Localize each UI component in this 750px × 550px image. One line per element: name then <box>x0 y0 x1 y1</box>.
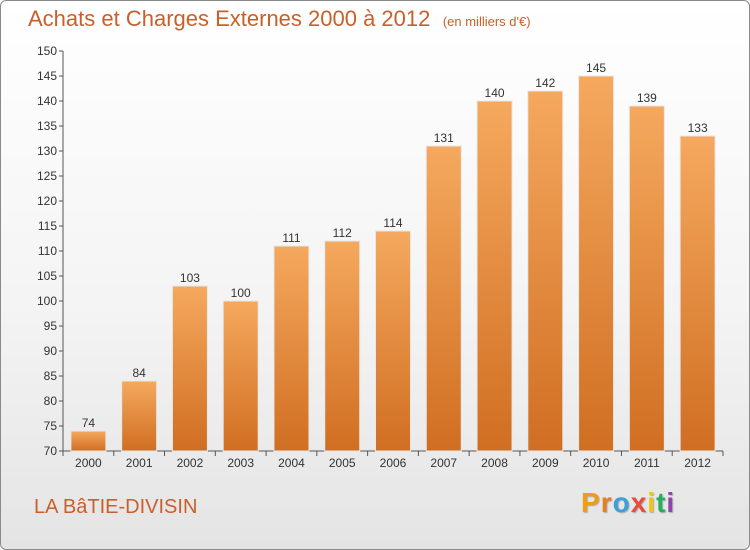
bar <box>121 380 158 452</box>
data-labels: 74 84 103 100 111 112 114 131 140 142 145 139 133 <box>82 61 708 430</box>
x-tick-label: 2002 <box>177 456 204 470</box>
brand-letter: r <box>600 487 613 518</box>
brand-letter: t <box>656 487 667 518</box>
x-tick-label: 2006 <box>380 456 407 470</box>
chart-title: Achats et Charges Externes 2000 à 2012 <box>28 6 431 31</box>
bar <box>171 285 208 452</box>
y-tick-label: 125 <box>37 169 57 183</box>
bar <box>679 135 716 452</box>
y-tick-label: 75 <box>44 419 58 433</box>
y-tick-label: 95 <box>44 319 58 333</box>
bar-value-label: 142 <box>535 76 555 90</box>
y-tick-label: 105 <box>37 269 57 283</box>
y-tick-label: 130 <box>37 144 57 158</box>
x-tick-label: 2005 <box>329 456 356 470</box>
bar-value-label: 100 <box>231 286 251 300</box>
bar-value-label: 139 <box>637 91 657 105</box>
bar-value-label: 111 <box>282 231 301 245</box>
x-tick-label: 2007 <box>430 456 457 470</box>
x-tick-label: 2001 <box>126 456 153 470</box>
x-tick-label: 2012 <box>684 456 711 470</box>
x-tick-label: 2009 <box>532 456 559 470</box>
bars <box>70 75 716 452</box>
x-tick-label: 2003 <box>227 456 254 470</box>
bar-value-label: 114 <box>383 216 402 230</box>
bar <box>578 75 615 452</box>
brand-letter: i <box>666 487 676 518</box>
x-tick-label: 2004 <box>278 456 305 470</box>
y-tick-label: 145 <box>37 69 57 83</box>
bar <box>476 100 513 452</box>
y-tick-label: 140 <box>37 94 57 108</box>
x-tick-label: 2000 <box>75 456 102 470</box>
y-tick-label: 115 <box>38 219 57 233</box>
x-tick-label: 2011 <box>634 456 660 470</box>
y-tick-label: 90 <box>44 344 58 358</box>
bar <box>324 240 361 452</box>
y-tick-label: 135 <box>37 119 57 133</box>
bar <box>375 230 411 452</box>
proxiti-logo[interactable]: Proxiti <box>581 487 675 519</box>
y-tick-label: 70 <box>44 444 58 458</box>
brand-letter: P <box>581 487 601 518</box>
y-tick-label: 100 <box>37 294 57 308</box>
title-row: Achats et Charges Externes 2000 à 2012 (… <box>28 6 531 32</box>
brand-letter: i <box>647 487 657 518</box>
commune-name: LA BâTIE-DIVISIN <box>34 496 198 518</box>
y-tick-label: 80 <box>44 394 58 408</box>
bar-value-label: 112 <box>333 226 352 240</box>
bar-value-label: 133 <box>688 121 708 135</box>
y-tick-label: 110 <box>38 244 57 258</box>
y-axis: 70 75 80 85 90 95 100 105 110 115 120 125 130 135 140 1… <box>37 44 64 458</box>
chart-subtitle: (en milliers d'€) <box>442 14 531 29</box>
bar-value-label: 74 <box>82 416 96 430</box>
brand-letter: o <box>612 487 631 518</box>
bar <box>527 90 564 452</box>
bar-value-label: 84 <box>132 366 146 380</box>
bar <box>222 300 259 452</box>
bar <box>425 145 462 452</box>
x-axis: 2000 2001 2002 2003 2004 2005 2006 2007 2008 2009… <box>62 450 724 470</box>
x-tick-label: 2010 <box>583 456 610 470</box>
bar <box>70 430 107 452</box>
x-tick-label: 2008 <box>481 456 508 470</box>
y-tick-label: 150 <box>37 44 57 58</box>
bar-value-label: 103 <box>180 271 200 285</box>
bar <box>628 105 665 452</box>
bar-value-label: 145 <box>586 61 606 75</box>
bar-value-label: 131 <box>434 131 454 145</box>
bar-value-label: 140 <box>485 86 505 100</box>
y-tick-label: 85 <box>44 369 58 383</box>
brand-letter: x <box>630 487 648 518</box>
bar <box>273 245 310 452</box>
y-tick-label: 120 <box>37 194 57 208</box>
